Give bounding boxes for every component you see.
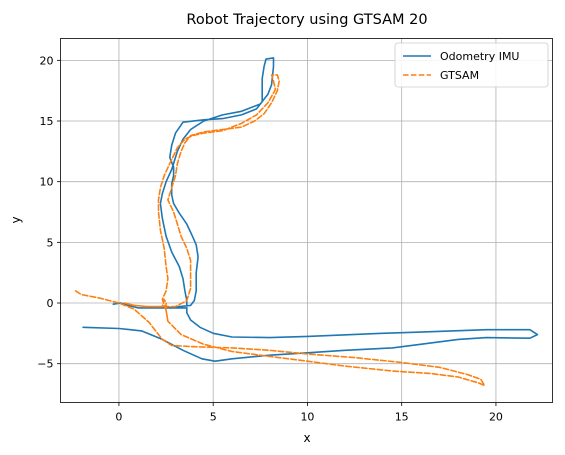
y-axis-label: y xyxy=(9,216,23,223)
legend-label-1: GTSAM xyxy=(440,69,479,82)
legend: Odometry IMU GTSAM xyxy=(394,42,549,88)
plot-frame xyxy=(60,38,553,403)
y-tick-label: 10 xyxy=(40,176,54,189)
series-layer xyxy=(74,57,539,387)
y-tick-label: 15 xyxy=(40,115,54,128)
x-tick-label: 20 xyxy=(489,411,503,424)
x-tick-label: 10 xyxy=(300,411,314,424)
y-axis-ticks: −5 0 5 10 15 20 xyxy=(37,54,61,371)
x-tick-label: 0 xyxy=(115,411,122,424)
x-axis-label: x xyxy=(303,431,310,445)
y-tick-label: 5 xyxy=(47,236,54,249)
chart-title: Robot Trajectory using GTSAM 20 xyxy=(186,12,427,28)
series-line-1 xyxy=(74,74,486,387)
x-tick-label: 15 xyxy=(395,411,409,424)
series-line-0 xyxy=(82,57,539,362)
legend-box xyxy=(394,42,549,88)
y-tick-label: −5 xyxy=(37,358,53,371)
legend-label-0: Odometry IMU xyxy=(440,50,519,63)
x-axis-ticks: 0 5 10 15 20 xyxy=(115,402,503,424)
x-tick-label: 5 xyxy=(210,411,217,424)
grid-lines xyxy=(60,38,553,403)
y-tick-label: 20 xyxy=(40,54,54,67)
y-tick-label: 0 xyxy=(47,297,54,310)
